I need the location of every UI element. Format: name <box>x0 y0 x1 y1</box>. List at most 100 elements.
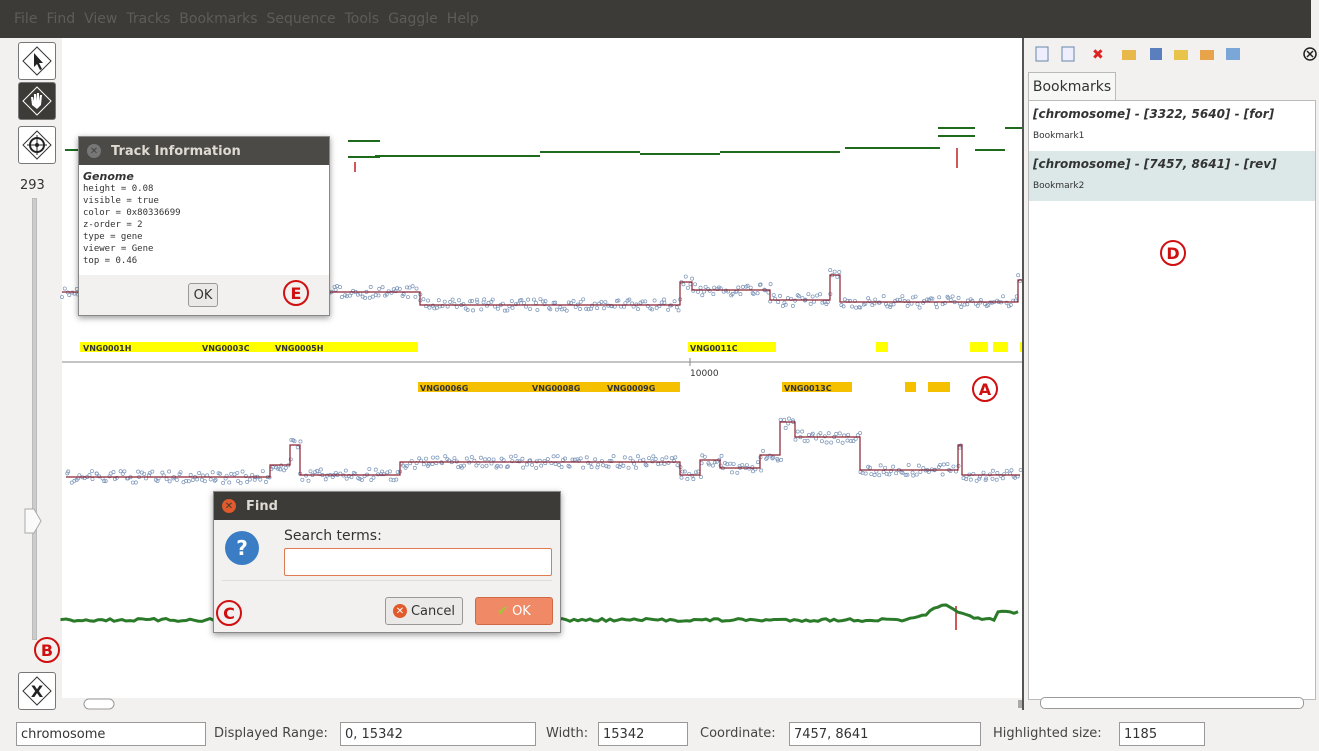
chromosome-field[interactable]: chromosome <box>16 722 206 746</box>
probe-point <box>692 478 695 481</box>
ok-button[interactable]: OK <box>188 283 218 307</box>
width-field[interactable]: 15342 <box>598 722 688 746</box>
probe-point <box>602 307 605 310</box>
probe-point <box>627 466 630 469</box>
probe-point <box>906 304 909 307</box>
probe-point <box>601 464 604 467</box>
highlighted-field[interactable]: 1185 <box>1119 722 1205 746</box>
bookmark-item[interactable]: [chromosome] - [7457, 8641] - [rev] Book… <box>1029 151 1315 201</box>
probe-point <box>236 471 239 474</box>
probe-point <box>783 418 786 421</box>
probe-point <box>470 299 473 302</box>
probe-point <box>796 430 799 433</box>
probe-point <box>741 285 744 288</box>
probe-point <box>636 455 639 458</box>
range-field[interactable]: 0, 15342 <box>340 722 536 746</box>
probe-point <box>431 456 434 459</box>
svg-text:✖: ✖ <box>1092 47 1104 63</box>
probe-point <box>623 456 626 459</box>
h-scrollbar[interactable] <box>84 699 114 709</box>
coordinate-field[interactable]: 7457, 8641 <box>789 722 981 746</box>
probe-point <box>819 432 822 435</box>
probe-point <box>60 295 63 298</box>
probe-point <box>499 465 502 468</box>
probe-point <box>760 469 763 472</box>
probe-point <box>261 470 264 473</box>
probe-point <box>916 302 919 305</box>
probe-point <box>483 298 486 301</box>
bookmark-range: [chromosome] - [3322, 5640] - [for] <box>1033 107 1311 121</box>
probe-point <box>711 464 714 467</box>
probe-point <box>374 468 377 471</box>
probe-point <box>90 470 93 473</box>
probe-point <box>168 470 171 473</box>
probe-point <box>851 305 854 308</box>
probe-point <box>699 475 702 478</box>
bookmark-panel: ✖ Bookmarks [chromosome] - [3322, 5640] … <box>1022 38 1319 710</box>
probe-point <box>525 463 528 466</box>
ok-button[interactable]: ✔OK <box>475 597 553 625</box>
cancel-button[interactable]: ✕Cancel <box>385 597 463 625</box>
gene-label: VNG0001H <box>83 344 131 353</box>
probe-point <box>175 478 178 481</box>
annotation: C <box>216 600 242 626</box>
probe-point <box>720 454 723 457</box>
probe-point <box>1010 469 1013 472</box>
close-button[interactable]: ✕ <box>222 499 236 513</box>
dialog-title: Track Information <box>111 144 241 159</box>
probe-point <box>807 433 810 436</box>
probe-point <box>521 457 524 460</box>
probe-point <box>344 469 347 472</box>
probe-point <box>414 295 417 298</box>
segment-line <box>66 422 1020 477</box>
probe-point <box>259 478 262 481</box>
probe-point <box>907 463 910 466</box>
probe-point <box>623 305 626 308</box>
probe-point <box>436 456 439 459</box>
probe-point <box>378 287 381 290</box>
probe-point <box>780 458 783 461</box>
probe-point <box>112 470 115 473</box>
bookmark-range: [chromosome] - [7457, 8641] - [rev] <box>1033 157 1311 171</box>
annotation: B <box>34 637 60 663</box>
close-button[interactable]: ✕ <box>87 144 101 158</box>
bookmarks-tab[interactable]: Bookmarks <box>1028 72 1116 101</box>
probe-point <box>151 470 154 473</box>
probe-point <box>230 472 233 475</box>
probe-point <box>846 439 849 442</box>
probe-point <box>211 471 214 474</box>
probe-point <box>465 457 468 460</box>
probe-point <box>653 299 656 302</box>
probe-point <box>457 299 460 302</box>
probe-point <box>368 467 371 470</box>
probe-point <box>198 472 201 475</box>
probe-point <box>279 468 282 471</box>
probe-point <box>532 298 535 301</box>
annotation: E <box>283 280 309 306</box>
probe-point <box>296 446 299 449</box>
find-dialog: ✕Find ? Search terms: ✕Cancel ✔OK <box>213 491 561 633</box>
probe-point <box>427 299 430 302</box>
probe-point <box>340 295 343 298</box>
probe-point <box>509 455 512 458</box>
search-input[interactable] <box>284 548 552 576</box>
bookmark-item[interactable]: [chromosome] - [3322, 5640] - [for] Book… <box>1029 101 1315 151</box>
probe-point <box>878 474 881 477</box>
probe-point <box>1005 469 1008 472</box>
probe-point <box>251 473 254 476</box>
gene-bar <box>876 342 888 352</box>
probe-point <box>165 477 168 480</box>
probe-point <box>642 458 645 461</box>
probe-point <box>786 297 789 300</box>
h-scrollbar[interactable] <box>1040 697 1304 709</box>
probe-point <box>778 294 781 297</box>
probe-point <box>652 455 655 458</box>
probe-point <box>703 455 706 458</box>
probe-point <box>677 309 680 312</box>
question-icon: ? <box>224 530 260 566</box>
probe-point <box>745 464 748 467</box>
probe-point <box>510 299 513 302</box>
probe-point <box>791 304 794 307</box>
probe-point <box>451 298 454 301</box>
probe-point <box>674 456 677 459</box>
